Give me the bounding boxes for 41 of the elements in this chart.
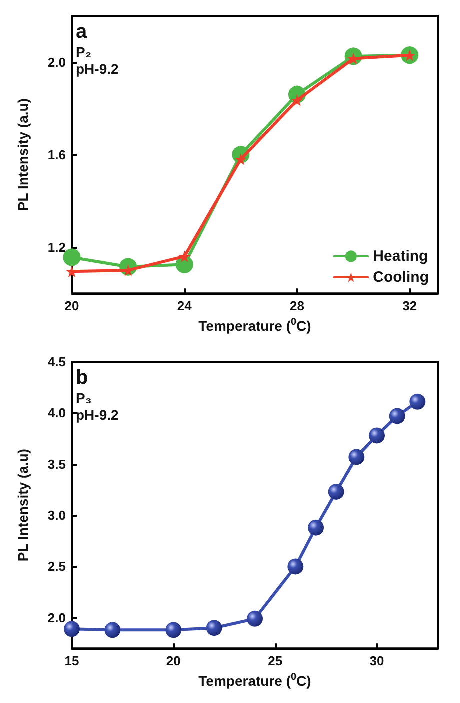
legend-label: Heating (373, 248, 428, 265)
x-tick-label: 28 (290, 298, 304, 314)
y-tick-label: 1.6 (48, 147, 66, 162)
annotation: pH-9.2 (76, 407, 119, 423)
y-tick-label: 4.0 (48, 406, 66, 421)
x-tick-label: 25 (268, 654, 283, 669)
point (410, 394, 426, 410)
annotation: b (76, 367, 88, 389)
point (64, 621, 80, 638)
x-tick-label: 20 (166, 654, 181, 669)
point (66, 266, 78, 278)
legend-label: Cooling (373, 269, 430, 286)
point (166, 622, 182, 638)
y-axis-title: PL Intensity (a.u) (15, 98, 31, 212)
annotation: P₃ (76, 390, 92, 406)
point (389, 408, 406, 424)
annotation: a (76, 21, 88, 43)
point (288, 558, 304, 575)
point (308, 520, 324, 536)
point (247, 610, 263, 627)
y-tick-label: 2.0 (48, 54, 66, 70)
y-tick-label: 1.2 (48, 240, 66, 255)
y-tick-label: 4.5 (48, 354, 66, 370)
x-tick-label: 24 (177, 298, 193, 314)
y-tick-label: 2.0 (48, 610, 66, 626)
annotation: pH-9.2 (76, 61, 119, 77)
point (348, 449, 365, 466)
x-tick-label: 20 (64, 298, 80, 314)
point (206, 620, 222, 636)
x-tick-label: 32 (402, 298, 418, 314)
point (178, 250, 191, 263)
point (104, 622, 121, 638)
y-tick-label: 3.5 (48, 456, 66, 472)
annotation: P₂ (76, 44, 92, 60)
point (369, 428, 385, 444)
y-tick-label: 2.5 (48, 559, 66, 574)
point (328, 484, 344, 500)
x-tick-label: 15 (64, 654, 80, 669)
x-tick-label: 30 (370, 654, 384, 669)
y-axis-title: PL Intensity (a.u) (15, 449, 31, 562)
y-tick-label: 3.0 (48, 508, 66, 524)
